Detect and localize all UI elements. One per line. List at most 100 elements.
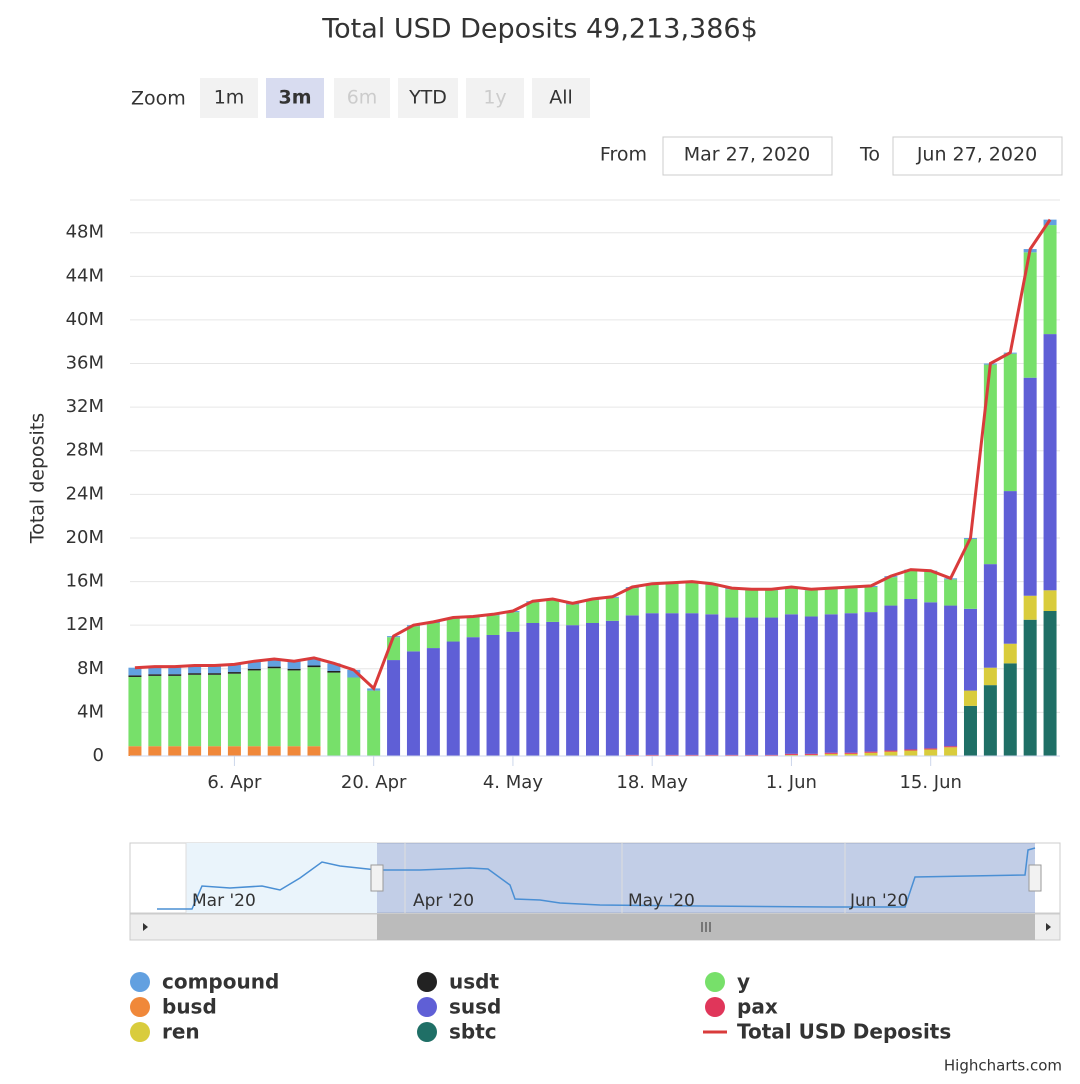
bar-segment	[983, 564, 997, 668]
bar-segment	[824, 614, 838, 753]
y-tick-label: 32M	[66, 396, 104, 417]
bar-segment	[944, 579, 958, 606]
zoom-button[interactable]: 3m	[278, 87, 311, 109]
bar-segment	[844, 613, 858, 753]
bar-segment	[924, 748, 938, 750]
y-tick-label: 28M	[66, 440, 104, 461]
button-bg	[334, 78, 390, 118]
bar-segment	[208, 746, 222, 756]
legend-label[interactable]: y	[737, 970, 750, 994]
bar-segment	[168, 674, 182, 676]
legend-label[interactable]: busd	[162, 995, 217, 1019]
bar-segment	[904, 750, 918, 756]
bar-segment	[188, 673, 202, 675]
to-date[interactable]: Jun 27, 2020	[916, 144, 1037, 166]
y-tick-label: 0	[93, 745, 104, 766]
bar-segment	[685, 613, 699, 755]
bar-segment	[586, 600, 599, 623]
bar-segment	[784, 754, 798, 756]
bar-segment	[884, 577, 898, 606]
bar-segment	[406, 651, 420, 756]
legend-label[interactable]: susd	[449, 995, 501, 1019]
bar-segment	[963, 690, 977, 706]
y-tick-label: 16M	[66, 571, 104, 592]
navigator-handle[interactable]	[370, 864, 384, 892]
bar-segment	[486, 615, 500, 635]
zoom-label: Zoom	[131, 88, 186, 110]
credit: Highcharts.com	[944, 1057, 1062, 1075]
legend-symbol	[705, 972, 725, 992]
bar-segment	[665, 583, 679, 614]
bar-segment	[725, 754, 739, 756]
bar-segment	[546, 600, 560, 622]
bar-segment	[665, 754, 679, 756]
navigator-label: Apr '20	[413, 891, 474, 911]
bar-segment	[208, 665, 222, 674]
bar-segment	[765, 617, 779, 755]
button-bg[interactable]	[266, 78, 324, 118]
legend-label[interactable]: compound	[162, 970, 279, 994]
range-buttons: 1m 3m 6m YTD 1y All	[200, 78, 590, 118]
navigator-handle[interactable]	[1028, 864, 1042, 892]
bar-segment	[446, 618, 460, 642]
bar-segment	[227, 673, 241, 747]
bar-segment	[844, 753, 858, 756]
bar-segment	[645, 754, 659, 756]
from-date[interactable]: Mar 27, 2020	[684, 144, 811, 166]
button-bg[interactable]	[398, 78, 458, 118]
bar-segment	[586, 622, 599, 756]
y-tick-label: 44M	[66, 265, 104, 286]
bar-segment	[406, 626, 420, 652]
bar-segment	[307, 667, 321, 747]
zoom-button[interactable]: YTD	[408, 87, 447, 109]
legend-label[interactable]: sbtc	[449, 1020, 497, 1044]
from-input[interactable]	[662, 136, 833, 176]
bar-segment	[904, 599, 918, 750]
bar-segment	[963, 539, 977, 609]
bar-segment	[526, 622, 540, 756]
zoom-button: 1y	[483, 87, 506, 109]
button-bg[interactable]	[200, 78, 258, 118]
to-input[interactable]	[892, 136, 1063, 176]
legend-symbol	[417, 972, 437, 992]
bar-segment	[904, 749, 918, 751]
bar-segment	[506, 612, 520, 632]
bar-segment	[168, 666, 182, 675]
bar-segment	[725, 617, 739, 755]
bar-segment	[725, 589, 739, 618]
button-bg	[466, 78, 524, 118]
legend-label[interactable]: pax	[737, 995, 778, 1019]
bar-segment	[267, 668, 281, 747]
bar-segment	[307, 657, 321, 666]
bar-segment	[287, 746, 301, 756]
legend-label[interactable]: usdt	[449, 970, 499, 994]
bar-segment	[446, 641, 460, 756]
y-axis-title: Total deposits	[27, 413, 49, 544]
y-tick-label: 40M	[66, 309, 104, 330]
bar-segment	[844, 752, 858, 754]
bar-segment	[765, 590, 779, 618]
bar-segment	[128, 675, 142, 677]
bar-segment	[148, 666, 162, 675]
bar-segment	[287, 661, 301, 669]
legend-label[interactable]: Total USD Deposits	[737, 1020, 951, 1044]
bar-segment	[506, 631, 520, 756]
zoom-button[interactable]: All	[549, 87, 573, 109]
legend-label[interactable]: ren	[162, 1020, 200, 1044]
bar-segment	[665, 613, 679, 755]
x-tick-label: 20. Apr	[341, 772, 407, 793]
bar-segment	[605, 597, 619, 621]
bar-segment	[705, 584, 719, 615]
bar-segment	[148, 675, 162, 747]
bar-segment	[267, 746, 281, 756]
button-bg[interactable]	[532, 78, 590, 118]
bar-segment	[1003, 491, 1017, 644]
bar-segment	[864, 587, 878, 613]
bar-segment	[765, 754, 779, 756]
bar-segment	[426, 648, 440, 756]
navigator-mask[interactable]	[377, 843, 1035, 913]
bar-segment	[904, 570, 918, 600]
zoom-button[interactable]: 1m	[214, 87, 245, 109]
